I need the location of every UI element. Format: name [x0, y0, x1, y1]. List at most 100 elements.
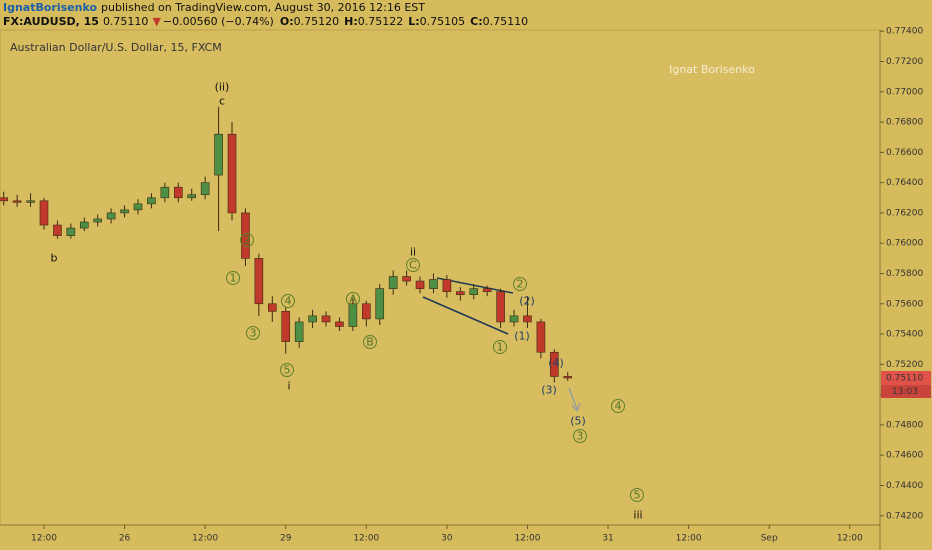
wave-label: 2	[244, 234, 251, 247]
l-label: L:	[408, 15, 419, 28]
candle-body	[133, 203, 143, 211]
candle-body	[267, 303, 277, 312]
wave-label: 4	[285, 295, 292, 308]
y-tick-label: 0.75200	[886, 360, 923, 370]
wave-label: 5	[284, 364, 291, 377]
y-tick-label: 0.77400	[886, 27, 923, 37]
candle-body	[12, 200, 22, 203]
candle-body	[550, 351, 559, 377]
wave-circle	[493, 340, 507, 354]
wave-circle	[611, 399, 625, 413]
h: 0.75122	[358, 15, 404, 28]
candle-body	[456, 291, 465, 295]
change: −0.00560 (−0.74%)	[163, 15, 274, 28]
wave-circle	[513, 277, 527, 291]
wave-label: (1)	[514, 330, 530, 343]
candle-body	[362, 303, 371, 320]
candle-body	[563, 376, 573, 379]
x-tick-label: Sep	[761, 534, 778, 544]
wave-label: (ii)	[215, 81, 230, 94]
wave-label: 2	[517, 278, 524, 291]
candle-body	[200, 182, 210, 196]
wave-circle	[630, 488, 644, 502]
candle-body	[53, 224, 62, 236]
candle-body	[66, 227, 76, 236]
wave-label: (4)	[548, 357, 564, 370]
y-tick-label: 0.77000	[886, 87, 923, 97]
x-tick-label: 26	[119, 534, 131, 544]
plot-area	[0, 29, 881, 526]
wave-label: i	[287, 380, 290, 393]
candle-body	[348, 303, 358, 327]
candle-body	[469, 288, 479, 295]
candle-body	[0, 197, 9, 202]
trend-line	[422, 296, 509, 335]
candle-body	[120, 209, 129, 214]
candle-body	[214, 133, 223, 176]
candle-body	[173, 186, 183, 199]
wave-label: iii	[633, 509, 642, 522]
x-tick-label: 12:00	[515, 534, 541, 544]
published: published on TradingView.com, August 30,…	[101, 1, 425, 14]
author[interactable]: IgnatBorisenko	[3, 1, 97, 14]
projection-arrow	[568, 387, 578, 410]
header-line-1: IgnatBorisenko published on TradingView.c…	[3, 1, 425, 14]
y-tick-label: 0.74600	[886, 451, 923, 461]
y-tick-label: 0.76200	[886, 208, 923, 218]
wave-label: (2)	[519, 295, 535, 308]
candle-body	[187, 194, 197, 199]
x-tick-label: 12:00	[31, 534, 57, 544]
o-label: O:	[280, 15, 294, 28]
wave-label: b	[51, 252, 58, 265]
wave-label: C	[409, 259, 417, 272]
y-tick-label: 0.75800	[886, 269, 923, 279]
candle-body	[308, 315, 317, 323]
wave-circle	[240, 233, 254, 247]
h-label: H:	[344, 15, 358, 28]
candle-body	[429, 279, 438, 289]
wave-circle	[280, 363, 294, 377]
y-tick-label: 0.77200	[886, 57, 923, 67]
candle-body	[39, 200, 49, 226]
wave-circle	[573, 429, 587, 443]
wave-label: (3)	[541, 384, 557, 397]
wave-label: 5	[634, 489, 641, 502]
candle-body	[509, 315, 519, 323]
c-label: C:	[470, 15, 482, 28]
wave-circle	[226, 271, 240, 285]
wave-label: c	[219, 95, 225, 108]
l: 0.75105	[420, 15, 466, 28]
candle-body	[79, 221, 89, 229]
candle-body	[281, 311, 291, 342]
candle-body	[227, 133, 237, 214]
x-tick-label: 12:00	[676, 534, 702, 544]
o: 0.75120	[294, 15, 340, 28]
chart-title: Australian Dollar/U.S. Dollar, 15, FXCM	[10, 41, 222, 54]
candle-body	[26, 200, 35, 203]
last-price-label: 0.75110	[886, 373, 923, 383]
wave-circle	[346, 292, 360, 306]
wave-label: 3	[250, 327, 257, 340]
wave-label: 1	[230, 272, 237, 285]
candle-body	[388, 276, 398, 289]
y-tick-label: 0.74200	[886, 511, 923, 521]
candle-body	[147, 197, 156, 205]
y-tick-label: 0.74400	[886, 481, 923, 491]
wave-circle	[281, 294, 295, 308]
candle-body	[254, 258, 264, 305]
y-tick-label: 0.75400	[886, 330, 923, 340]
candle-body	[496, 291, 505, 323]
candle-body	[536, 321, 546, 353]
wave-label: 3	[577, 430, 584, 443]
arrow-head	[571, 402, 581, 413]
y-tick-label: 0.76000	[886, 239, 923, 249]
down-arrow: ▼	[152, 15, 161, 28]
x-tick-label: 12:00	[353, 534, 379, 544]
wave-label: B	[366, 336, 374, 349]
x-tick-label: 12:00	[837, 534, 863, 544]
y-tick-label: 0.76400	[886, 178, 923, 188]
x-tick-label: 12:00	[192, 534, 218, 544]
x-tick-label: 31	[602, 534, 613, 544]
candle-body	[160, 186, 170, 199]
